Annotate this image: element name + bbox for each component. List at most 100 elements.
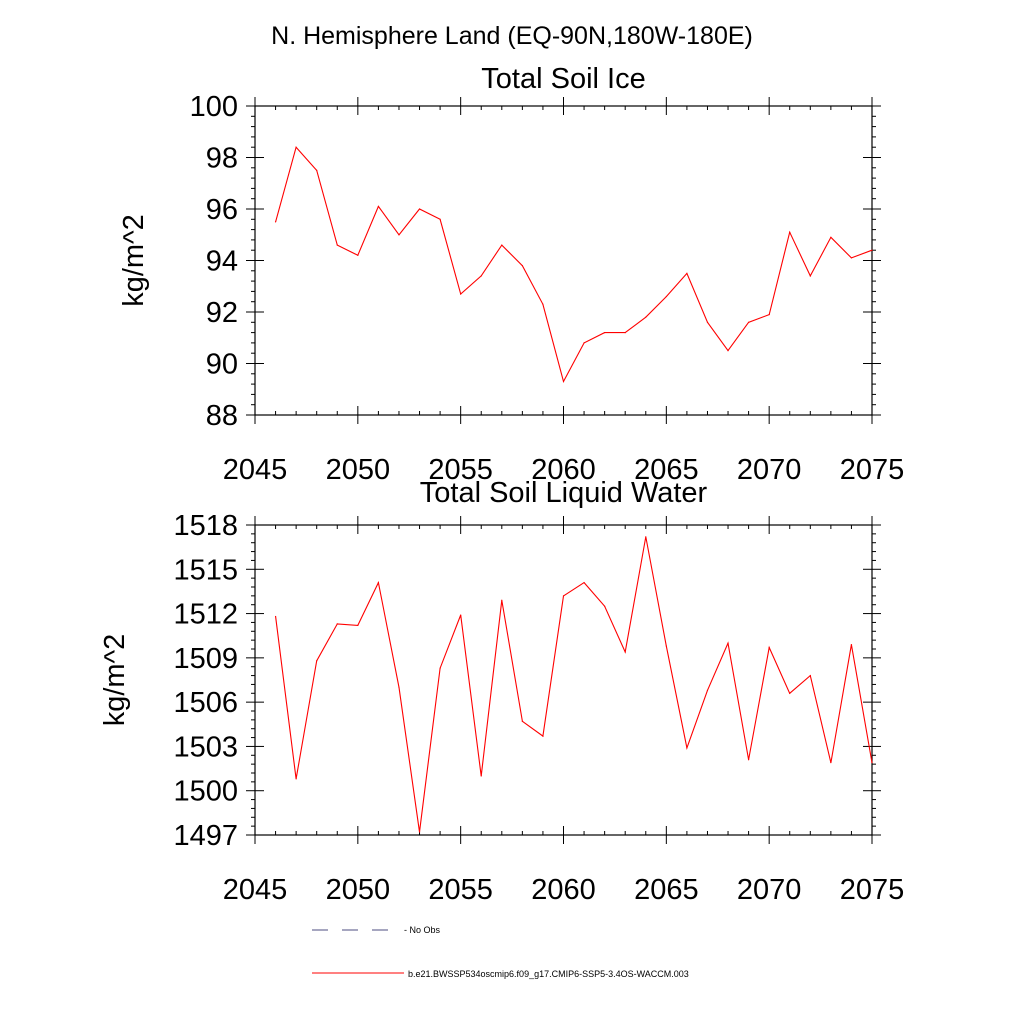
data-point (624, 651, 626, 653)
data-point (542, 303, 544, 305)
data-point (665, 295, 667, 298)
data-point (665, 645, 667, 647)
data-point (377, 205, 379, 208)
y-tick-label: 1509 (173, 643, 238, 675)
y-tick-label: 1497 (173, 820, 238, 852)
x-tick-label: 2045 (223, 874, 288, 906)
y-tick-label: 92 (206, 297, 238, 329)
data-point (645, 536, 647, 538)
data-point (768, 646, 770, 649)
data-point (398, 686, 400, 688)
data-point (562, 380, 565, 383)
data-point (377, 581, 379, 584)
x-tick-label: 2055 (428, 874, 493, 906)
data-point (562, 595, 565, 597)
data-point (789, 231, 791, 233)
y-tick-label: 96 (206, 194, 238, 226)
y-tick-label: 1515 (173, 554, 238, 586)
data-point (706, 321, 709, 323)
data-point (809, 275, 811, 277)
data-point (336, 623, 338, 625)
data-point (604, 332, 606, 334)
data-point (830, 762, 832, 764)
data-point (748, 321, 750, 323)
x-tick-label: 2065 (634, 874, 699, 906)
data-point (357, 624, 359, 626)
data-point (295, 146, 297, 148)
x-tick-label: 2060 (531, 454, 596, 486)
data-point (521, 720, 523, 722)
x-tick-label: 2075 (840, 454, 905, 486)
data-point (501, 244, 503, 246)
y-tick-label: 1506 (173, 687, 238, 719)
chart-panels: Total Soil Ice kg/m^2 2045 2050 2055 2060 2065… (99, 63, 904, 906)
series-line-1 (275, 536, 873, 833)
data-point (871, 762, 873, 764)
y-axis-label: kg/m^2 (99, 634, 131, 727)
data-point (583, 581, 585, 584)
data-point (604, 605, 606, 607)
x-tick-label: 2050 (326, 874, 391, 906)
data-point (316, 169, 318, 171)
figure-title: N. Hemisphere Land (EQ-90N,180W-180E) (271, 22, 753, 50)
chart-panel-1: Total Soil Ice kg/m^2 2045 2050 2055 2060 2065… (118, 63, 904, 486)
y-tick-label: 1503 (173, 731, 238, 763)
y-tick-label: 98 (206, 143, 238, 175)
data-point (850, 643, 853, 646)
legend-label-model: b.e21.BWSSP534oscmip6.f09_g17.CMIP6-SSP5… (408, 969, 689, 979)
data-point (789, 692, 791, 694)
y-tick-label: 94 (206, 246, 238, 278)
data-point (727, 350, 729, 352)
x-tick-label: 2070 (737, 874, 802, 906)
data-point (418, 831, 421, 833)
plot-frame (254, 524, 873, 836)
data-point (645, 316, 647, 318)
data-point (583, 342, 585, 344)
y-tick-label: 1518 (173, 510, 238, 542)
data-point (624, 332, 626, 334)
data-point (686, 272, 688, 274)
y-tick-label: 1512 (173, 599, 238, 631)
x-tick-label: 2055 (428, 454, 493, 486)
data-point (748, 759, 750, 761)
y-tick-label: 1500 (173, 776, 238, 808)
panel-title: Total Soil Ice (481, 63, 645, 95)
x-tick-label: 2070 (737, 454, 802, 486)
data-point (830, 236, 832, 238)
legend: - No Obs b.e21.BWSSP534oscmip6.f09_g17.CM… (312, 925, 689, 979)
series-line-1 (275, 146, 873, 383)
data-point (871, 249, 873, 251)
data-point (398, 234, 400, 236)
data-point (316, 660, 318, 662)
data-point (460, 293, 462, 295)
data-point (727, 642, 729, 644)
data-point (336, 244, 338, 246)
panel-title: Total Soil Liquid Water (420, 477, 708, 509)
plot-frame (254, 105, 873, 416)
data-point (480, 275, 482, 277)
data-point (501, 599, 503, 601)
y-tick-label: 88 (206, 400, 238, 432)
legend-label-no-obs: - No Obs (404, 925, 441, 935)
data-point (274, 221, 277, 223)
data-point (439, 218, 441, 220)
data-point (357, 254, 359, 256)
y-tick-label: 90 (206, 349, 238, 381)
data-point (460, 614, 462, 616)
data-point (850, 257, 853, 259)
data-point (295, 778, 297, 780)
y-axis-label: kg/m^2 (118, 214, 150, 307)
data-point (809, 674, 811, 677)
x-tick-label: 2065 (634, 454, 699, 486)
data-point (480, 775, 482, 777)
data-point (439, 667, 441, 669)
data-point (274, 615, 277, 618)
data-point (542, 735, 544, 737)
x-tick-label: 2050 (326, 454, 391, 486)
x-tick-label: 2060 (531, 874, 596, 906)
chart-panel-2: Total Soil Liquid Water kg/m^2 2045 2050 205… (99, 477, 904, 906)
x-tick-label: 2075 (840, 874, 905, 906)
x-tick-label: 2045 (223, 454, 288, 486)
